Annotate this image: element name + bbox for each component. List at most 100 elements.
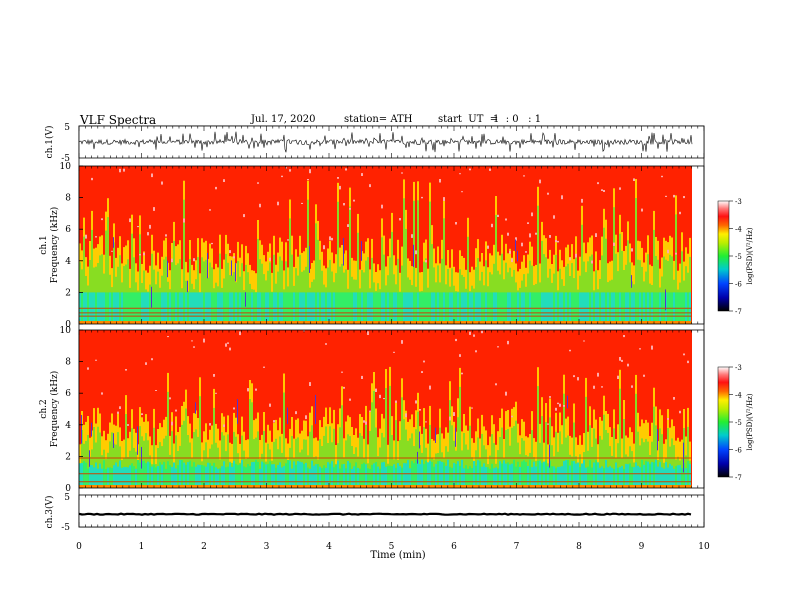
spectro-green-column bbox=[325, 426, 327, 488]
spectro-low-band bbox=[449, 466, 451, 488]
spectro-low-band bbox=[507, 462, 509, 488]
spectro-speck bbox=[95, 236, 97, 238]
spectro-green-column bbox=[97, 426, 99, 488]
spectro-speck bbox=[323, 245, 325, 250]
spectro-speck bbox=[145, 362, 147, 365]
spectro-speck bbox=[369, 410, 371, 412]
ch1-ytick-top: 5 bbox=[64, 123, 70, 133]
spectro-low-band bbox=[667, 467, 669, 488]
spectro-blue-streak bbox=[455, 427, 456, 447]
x-tick-label: 3 bbox=[264, 542, 270, 552]
spectro-green-column bbox=[389, 257, 391, 324]
spectro-low-band bbox=[357, 467, 359, 488]
spectro-speck bbox=[343, 203, 345, 206]
spectro-speck bbox=[331, 237, 333, 241]
spectro-green-column bbox=[233, 431, 235, 488]
ch3-ytick-top: 5 bbox=[64, 493, 70, 503]
spectro-low-band bbox=[243, 466, 245, 488]
spectro-low-band bbox=[521, 461, 523, 488]
spectro-low-band bbox=[291, 468, 293, 488]
spectro-low-band bbox=[397, 463, 399, 488]
spectro-low-band bbox=[489, 468, 491, 488]
spectro-speck bbox=[127, 424, 129, 426]
spectro-low-band bbox=[591, 467, 593, 488]
spectro-green-column bbox=[429, 201, 431, 324]
spectro-green-column bbox=[81, 430, 83, 488]
spectro-low-band bbox=[597, 462, 599, 488]
spectro-speck bbox=[239, 331, 241, 336]
spectro-green-column bbox=[219, 253, 221, 324]
spectro-low-band bbox=[405, 463, 407, 488]
spectro-low-band bbox=[579, 467, 581, 488]
spectro-low-band bbox=[347, 460, 349, 488]
spectro-green-column bbox=[589, 425, 591, 488]
spectro-low-band bbox=[115, 462, 117, 488]
spectro-low-band bbox=[571, 460, 573, 488]
spectro-low-band bbox=[375, 462, 377, 488]
spectro-green-column bbox=[291, 436, 293, 488]
ch1-spec-ytick-label: 4 bbox=[65, 257, 71, 267]
spectro-low-band bbox=[481, 466, 483, 488]
spectro-green-column bbox=[379, 447, 381, 488]
spectro-speck bbox=[525, 251, 527, 253]
spectro-low-band bbox=[465, 465, 467, 488]
spectro-speck bbox=[309, 382, 311, 386]
spectro-green-column bbox=[457, 417, 459, 488]
spectro-speck bbox=[675, 252, 677, 255]
spectro-speck bbox=[149, 224, 151, 229]
spectro-low-band bbox=[333, 467, 335, 488]
spectro-green-column bbox=[87, 435, 89, 488]
spectro-speck bbox=[161, 181, 163, 185]
spectro-low-band bbox=[339, 468, 341, 488]
spectro-low-band bbox=[149, 462, 151, 488]
spectro-speck bbox=[401, 340, 403, 344]
spectro-speck bbox=[233, 407, 235, 410]
spectro-blue-streak bbox=[195, 402, 196, 414]
spectro-green-column bbox=[635, 393, 637, 488]
spectro-green-column bbox=[543, 254, 545, 324]
spectro-low-band bbox=[563, 461, 565, 488]
spectro-low-band bbox=[221, 466, 223, 488]
spectro-green-column bbox=[179, 259, 181, 324]
spectro-green-column bbox=[639, 445, 641, 488]
spectro-speck bbox=[603, 190, 605, 192]
ch2-spec-ytick-label: 8 bbox=[65, 358, 71, 368]
spectro-green-column bbox=[661, 434, 663, 488]
spectro-speck bbox=[405, 413, 407, 418]
spectro-speck bbox=[555, 407, 557, 411]
ch1-spec-ytick-label: 10 bbox=[60, 162, 72, 172]
spectro-speck bbox=[171, 258, 173, 263]
spectro-green-column bbox=[221, 432, 223, 488]
spectro-low-band bbox=[127, 467, 129, 488]
spectro-speck bbox=[505, 391, 507, 396]
spectro-low-band bbox=[677, 465, 679, 488]
spectro-low-band bbox=[473, 461, 475, 488]
spectro-speck bbox=[631, 248, 633, 252]
spectro-low-band bbox=[541, 462, 543, 488]
spectro-low-band bbox=[403, 463, 405, 488]
spectro-low-band bbox=[371, 464, 373, 488]
spectro-green-column bbox=[381, 237, 383, 324]
spectro-low-band bbox=[393, 464, 395, 488]
spectro-low-band bbox=[519, 467, 521, 488]
spectro-blue-streak bbox=[113, 237, 114, 248]
spectro-speck bbox=[683, 196, 685, 199]
spectro-speck bbox=[683, 353, 685, 356]
spectro-green-column bbox=[163, 259, 165, 324]
spectro-low-band bbox=[343, 464, 345, 488]
spectro-low-band bbox=[89, 465, 91, 488]
spectro-low-band bbox=[635, 462, 637, 488]
spectro-green-column bbox=[545, 257, 547, 324]
spectro-speck bbox=[247, 388, 249, 392]
spectro-low-band bbox=[97, 468, 99, 488]
spectro-green-column bbox=[491, 434, 493, 488]
ch2-colorbar-tick-label: -7 bbox=[735, 474, 742, 482]
spectro-green-column bbox=[99, 432, 101, 488]
spectro-speck bbox=[243, 214, 245, 218]
spectro-speck bbox=[661, 175, 663, 178]
spectro-green-column bbox=[131, 233, 133, 324]
spectro-green-column bbox=[337, 201, 339, 324]
spectro-speck bbox=[529, 233, 531, 238]
spectro-speck bbox=[633, 178, 635, 181]
spectro-green-column bbox=[317, 239, 319, 324]
